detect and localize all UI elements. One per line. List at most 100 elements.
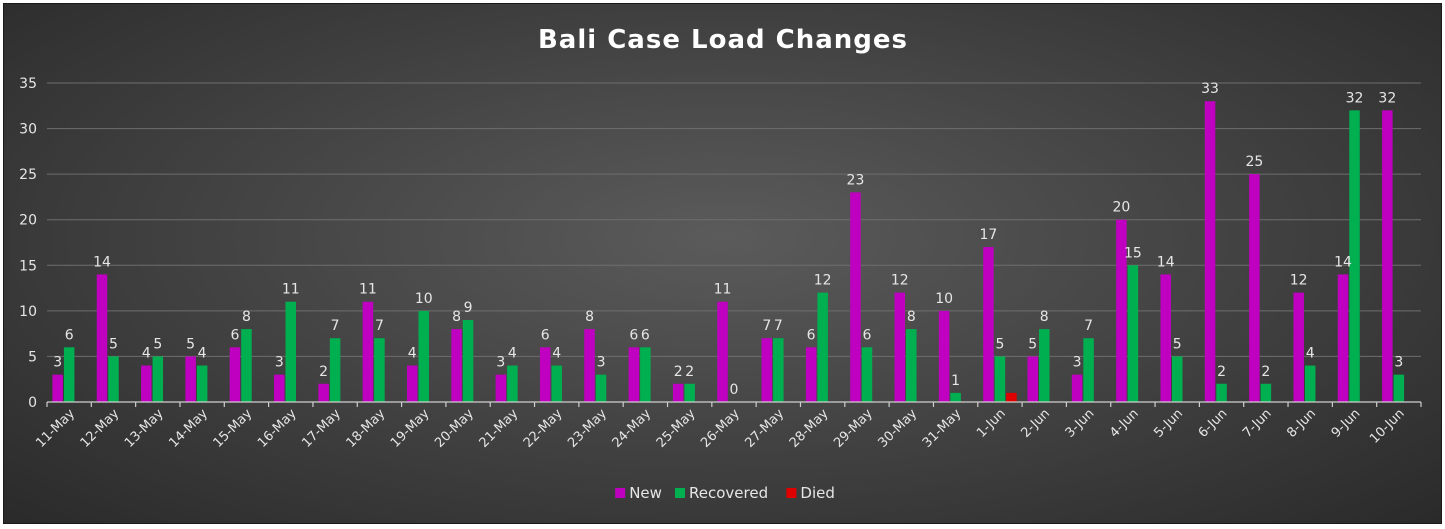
bar-new <box>805 347 817 402</box>
bar-new <box>584 329 595 402</box>
data-label-recovered: 1 <box>951 373 960 389</box>
x-tick-label: 30-May <box>875 406 920 451</box>
bars <box>52 101 1405 402</box>
data-label-recovered: 6 <box>641 327 650 343</box>
y-tick-label: 25 <box>19 167 37 183</box>
x-tick-label: 26-May <box>698 406 743 451</box>
x-tick-label: 3-Jun <box>1063 406 1098 441</box>
bar-new <box>1204 101 1216 402</box>
bar-new <box>850 192 861 402</box>
bar-new <box>1027 356 1039 402</box>
x-tick-label: 20-May <box>432 406 477 451</box>
data-label-recovered: 8 <box>242 309 251 325</box>
bar-recovered <box>152 356 164 402</box>
bar-recovered <box>418 310 429 402</box>
bar-recovered <box>1216 383 1227 402</box>
bar-recovered <box>994 356 1006 402</box>
data-label-recovered: 3 <box>1394 355 1403 371</box>
data-label-recovered: 15 <box>1124 245 1142 261</box>
bar-recovered <box>108 356 119 402</box>
x-tick-label: 27-May <box>743 406 788 451</box>
legend-swatch-recovered <box>675 488 685 498</box>
data-label-recovered: 4 <box>1306 346 1315 362</box>
y-tick-label: 20 <box>19 213 37 229</box>
x-tick-label: 19-May <box>388 406 433 451</box>
bar-new <box>1116 219 1127 402</box>
x-tick-label: 24-May <box>610 406 655 451</box>
bar-new <box>52 374 63 402</box>
data-label-recovered: 10 <box>415 291 433 307</box>
x-tick-label: 2-Jun <box>1018 406 1053 441</box>
data-label-new: 4 <box>408 346 417 362</box>
bar-recovered <box>462 319 474 402</box>
legend-swatch-died <box>786 488 797 498</box>
bar-recovered <box>906 329 917 402</box>
legend: New Recovered Died <box>615 484 835 502</box>
bar-recovered <box>1127 265 1139 402</box>
data-label-new: 17 <box>980 227 998 243</box>
data-label-recovered: 7 <box>774 318 783 334</box>
data-label-new: 3 <box>1073 355 1082 371</box>
x-tick-label: 25-May <box>654 406 699 451</box>
bar-new <box>894 292 906 402</box>
data-label-new: 3 <box>275 355 284 371</box>
bar-recovered <box>1171 356 1183 402</box>
bar-new <box>141 365 152 402</box>
data-label-recovered: 2 <box>1217 364 1226 380</box>
bar-recovered <box>1304 365 1316 402</box>
data-label-new: 14 <box>1157 254 1175 270</box>
x-tick-label: 17-May <box>299 406 344 451</box>
x-tick-label: 7-Jun <box>1240 406 1275 441</box>
data-label-new: 4 <box>142 346 151 362</box>
data-label-new: 12 <box>891 273 909 289</box>
bar-recovered <box>773 338 784 402</box>
x-tick-label: 4-Jun <box>1107 406 1142 441</box>
data-label-recovered: 6 <box>863 327 872 343</box>
data-label-new: 6 <box>541 327 550 343</box>
bar-new <box>672 383 684 402</box>
legend-swatch-new <box>615 488 626 498</box>
data-label-recovered: 7 <box>331 318 340 334</box>
x-tick-label: 13-May <box>122 406 167 451</box>
x-tick-label: 15-May <box>211 406 256 451</box>
data-label-new: 2 <box>319 364 328 380</box>
data-label-new: 5 <box>186 336 195 352</box>
y-axis-ticks: 0 5 10 15 20 25 30 35 <box>19 76 37 411</box>
bar-new <box>96 274 108 402</box>
data-label-new: 8 <box>452 309 461 325</box>
y-tick-label: 30 <box>19 122 37 138</box>
bar-recovered <box>1349 110 1360 402</box>
x-tick-label: 5-Jun <box>1151 406 1186 441</box>
bar-new <box>983 247 994 402</box>
bar-recovered <box>1083 338 1094 402</box>
data-label-recovered: 5 <box>995 336 1004 352</box>
bar-recovered <box>595 374 607 402</box>
bar-recovered <box>861 347 873 402</box>
x-axis-ticks: 11-May 12-May 13-May 14-May 15-May 16-May 17-M… <box>33 402 1422 451</box>
bar-new <box>362 301 374 402</box>
bar-new <box>938 310 950 402</box>
x-tick-label: 31-May <box>920 406 965 451</box>
data-label-new: 10 <box>935 291 953 307</box>
bar-recovered <box>640 347 651 402</box>
data-label-new: 5 <box>1028 336 1037 352</box>
x-tick-label: 1-Jun <box>974 406 1009 441</box>
data-label-new: 14 <box>93 254 111 270</box>
data-label-new: 12 <box>1290 273 1308 289</box>
x-tick-label: 11-May <box>33 406 78 451</box>
data-label-recovered: 8 <box>907 309 916 325</box>
bar-new <box>1293 292 1304 402</box>
x-tick-label: 29-May <box>831 406 876 451</box>
y-tick-label: 15 <box>19 258 37 274</box>
bar-recovered <box>817 292 828 402</box>
data-label-new: 6 <box>629 327 638 343</box>
data-label-new: 6 <box>230 327 239 343</box>
data-label-recovered: 9 <box>464 300 473 316</box>
chart-title: Bali Case Load Changes <box>538 25 908 55</box>
bar-recovered <box>63 347 75 402</box>
x-tick-label: 6-Jun <box>1196 406 1231 441</box>
bar-new <box>1337 274 1349 402</box>
bar-recovered <box>1039 329 1050 402</box>
